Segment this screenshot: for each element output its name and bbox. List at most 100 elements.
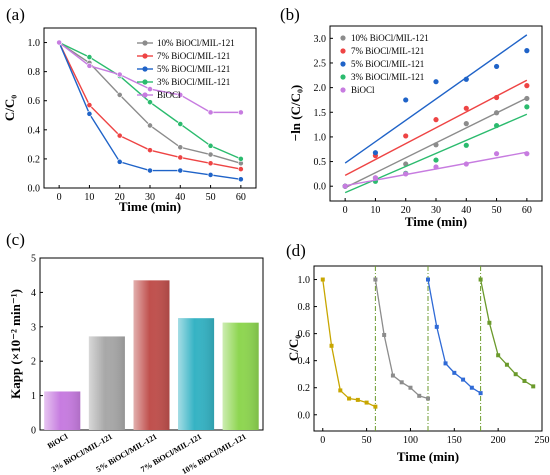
data-point (207, 160, 214, 167)
x-tick-label: 50 (206, 192, 216, 203)
legend-label-2: 7% BiOCl/MIL-121 (157, 51, 230, 61)
data-point (403, 171, 409, 177)
y-axis-title-a: C/C₀ (2, 95, 17, 121)
bar-shade-1 (44, 391, 81, 430)
data-point (433, 164, 439, 170)
x-tick-label: 100 (403, 435, 418, 446)
data-point (382, 332, 387, 337)
data-point (493, 122, 500, 129)
x-tick-label: 10 (84, 192, 94, 203)
legend-marker-4 (340, 74, 346, 80)
y-tick-label: 0.8 (28, 67, 41, 78)
y-tick-label: 3.0 (314, 34, 327, 45)
x-axis-title-b: Time (min) (405, 214, 467, 229)
category-label-1: BiOCl (46, 432, 70, 451)
legend-marker-1 (340, 35, 346, 41)
axis-ticks-a: 0 10 20 30 40 50 60 0.0 0.2 0.4 0.6 0.8 1.0 (28, 38, 246, 203)
x-tick-label: 50 (362, 435, 372, 446)
x-tick-label: 0 (320, 435, 325, 446)
legend-marker-1 (142, 40, 148, 46)
y-tick-label: 2.5 (314, 58, 327, 69)
data-point (513, 372, 518, 377)
data-point (177, 92, 184, 98)
data-point (399, 380, 404, 385)
data-point (237, 156, 244, 162)
data-point (463, 161, 469, 167)
y-tick-label: 2.0 (314, 83, 327, 94)
legend-label-5: BiOCl (351, 85, 375, 95)
y-tick-label: 0.0 (298, 410, 311, 421)
legend-label-1: 10% BiOCl/MIL-121 (351, 33, 429, 43)
panel-label-b: (b) (280, 5, 300, 24)
y-tick-label: 0.4 (28, 125, 41, 136)
data-point (493, 110, 500, 116)
x-tick-label: 250 (535, 435, 550, 446)
data-point (207, 151, 214, 158)
x-tick-label: 20 (401, 205, 411, 216)
cycle-line-4 (479, 279, 534, 387)
x-tick-label: 40 (175, 192, 185, 203)
data-point (320, 277, 325, 282)
data-point (116, 92, 123, 98)
cycle-line-3 (427, 279, 481, 394)
y-axis-title-d: C/C₀ (286, 335, 301, 361)
data-point (463, 142, 469, 148)
data-point (469, 385, 474, 390)
y-tick-label: 2 (31, 357, 36, 368)
panel-label-c: (c) (6, 230, 25, 249)
data-point (478, 277, 483, 282)
data-point (86, 102, 93, 108)
data-point (338, 388, 343, 393)
x-tick-label: 60 (522, 205, 532, 216)
data-point (56, 39, 63, 46)
legend-label-4: 3% BiOCl/MIL-121 (351, 72, 424, 82)
y-tick-label: 0.6 (298, 329, 311, 340)
data-point (237, 166, 244, 172)
data-point (177, 121, 184, 127)
legend-label-3: 5% BiOCl/MIL-121 (157, 64, 230, 74)
legend-marker-5 (340, 87, 346, 93)
axis-ticks-b: 0 10 20 30 40 50 60 0.0 0.5 1.0 1.5 2.0 2.5 3.0 (314, 34, 532, 216)
legend-a: 10% BiOCl/MIL-121 7% BiOCl/MIL-121 5% BiOC… (137, 38, 235, 100)
data-point (493, 151, 500, 157)
data-point (147, 99, 153, 106)
data-point (177, 154, 184, 161)
data-point (463, 121, 469, 127)
legend-label-5: BiOCl (157, 90, 181, 100)
x-tick-label: 40 (461, 205, 471, 216)
data-point (403, 133, 409, 139)
y-tick-label: 0.2 (28, 154, 41, 165)
y-tick-label: 1.0 (314, 132, 327, 143)
data-marks-d (320, 266, 536, 431)
data-point (524, 104, 530, 110)
panel-b: (b) 0 10 20 30 40 50 60 0.0 0.5 1.0 1.5 2.0 2.5 3.0 1… (280, 5, 543, 229)
axis-ticks-d: 0 50 100 150 200 250 0.0 0.2 0.4 0.6 0.8 1.0 (298, 275, 550, 446)
data-point (342, 183, 348, 189)
data-point (373, 277, 378, 282)
data-point (496, 353, 501, 358)
panel-label-a: (a) (6, 5, 25, 24)
data-point (116, 132, 123, 139)
y-tick-label: 4 (31, 288, 36, 299)
data-point (443, 361, 448, 366)
data-point (504, 362, 509, 367)
x-tick-label: 150 (447, 435, 462, 446)
data-point (522, 378, 527, 383)
legend-b: 10% BiOCl/MIL-121 7% BiOCl/MIL-121 5% BiOC… (340, 33, 429, 95)
bar-shade-2 (88, 336, 125, 430)
x-tick-label: 60 (236, 192, 246, 203)
data-point (390, 373, 395, 378)
y-tick-label: 0.4 (298, 356, 311, 367)
data-point (86, 54, 93, 60)
data-point (463, 76, 469, 82)
legend-marker-3 (340, 61, 346, 67)
data-point (524, 151, 530, 157)
legend-label-1: 10% BiOCl/MIL-121 (157, 38, 235, 48)
x-tick-label: 10 (370, 205, 380, 216)
data-point (524, 95, 530, 102)
data-point (372, 175, 379, 181)
y-tick-label: 0.2 (298, 383, 311, 394)
data-point (493, 63, 500, 70)
